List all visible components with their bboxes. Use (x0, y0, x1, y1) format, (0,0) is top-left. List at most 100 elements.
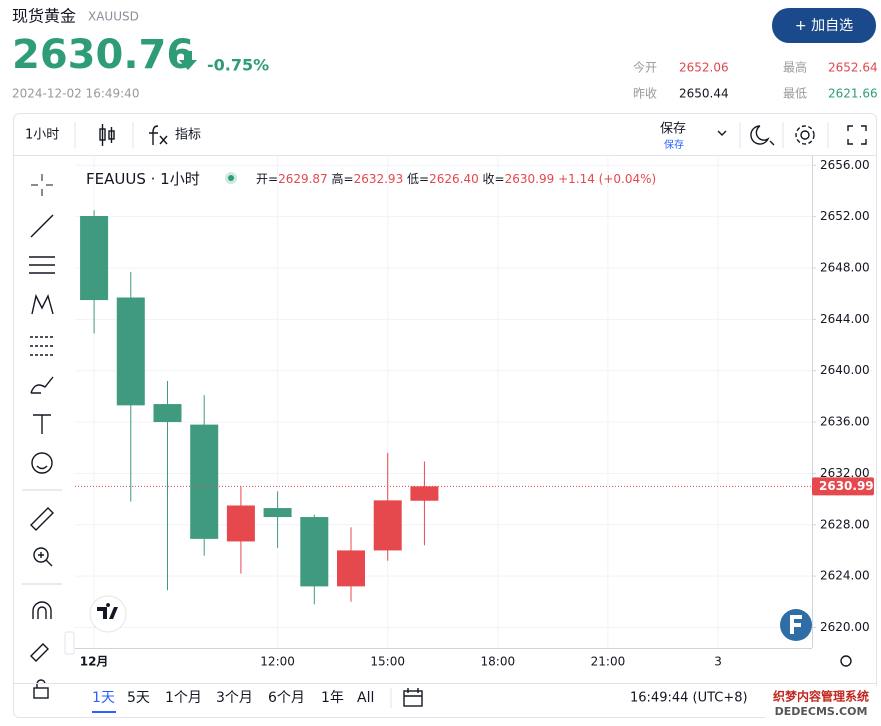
range-button[interactable]: 5天 (127, 690, 150, 706)
magnet-tool[interactable] (32, 601, 52, 619)
indicator-icon[interactable] (149, 125, 168, 145)
range-button[interactable]: 6个月 (268, 690, 305, 706)
chart-type-button[interactable] (99, 124, 115, 146)
tv-logo[interactable] (89, 595, 127, 633)
interval-button[interactable]: 1小时 (25, 128, 59, 143)
candle-body (373, 500, 402, 551)
range-bar: 1天 5天 1个月 3个月 6个月 1年 All (92, 690, 374, 713)
stat-value: 2650.44 (679, 87, 729, 101)
stat-label: 最低 (783, 87, 807, 101)
crosshair-tool[interactable] (31, 174, 53, 196)
legend-value: 2626.40 (429, 172, 479, 186)
clock: 16:49:44 (UTC+8) (630, 691, 748, 706)
watchlist-button-label[interactable]: + 加自选 (795, 18, 853, 34)
grid (75, 155, 812, 648)
legend-change: +1.14 (+0.04%) (558, 172, 656, 186)
text-tool[interactable] (33, 414, 51, 434)
y-tick-label: 2644.00 (820, 312, 870, 326)
drawing-toolbar (22, 174, 62, 699)
settings-gear (795, 125, 815, 145)
x-tick-label: 12月 (80, 655, 109, 669)
zoom-plus (38, 552, 53, 567)
candle-body (80, 215, 109, 301)
stat-value: 2621.66 (828, 87, 878, 101)
y-tick-label: 2620.00 (820, 620, 870, 634)
last-price-label: 2630.99 (819, 479, 874, 493)
candle-body (337, 550, 366, 587)
y-tick-label: 2632.00 (820, 466, 870, 480)
candle-body (226, 505, 255, 542)
symbol: XAUUSD (88, 10, 139, 24)
range-button[interactable]: 3个月 (216, 690, 253, 706)
emoji-tool[interactable] (31, 452, 53, 474)
watermark-bg (765, 686, 877, 718)
candle-body (410, 486, 439, 501)
fullscreen-button[interactable] (847, 125, 867, 145)
plot (75, 210, 812, 605)
stat-label: 昨收 (633, 87, 657, 101)
candle-body (116, 297, 145, 406)
alert-button[interactable] (750, 125, 775, 146)
f-badge[interactable] (780, 609, 812, 641)
emoji-smile (36, 465, 48, 470)
indicators-button[interactable]: 指标 (175, 128, 201, 143)
last-price-tag (812, 477, 874, 496)
axis-settings[interactable] (840, 655, 852, 667)
candle-body (153, 404, 182, 423)
ohlc-legend: 开=2629.87 高=2632.93 低=2626.40 收=2630.99 … (256, 171, 656, 186)
y-tick-label: 2656.00 (820, 158, 870, 172)
x-tick-label: 3 (714, 655, 722, 669)
ruler-tool[interactable] (30, 507, 54, 531)
projection-tool[interactable] (30, 336, 54, 356)
range-button[interactable]: 1天 (92, 690, 115, 706)
price: 2630.76 (12, 32, 194, 78)
candle-body (300, 517, 329, 587)
zoom-tool[interactable] (33, 547, 49, 563)
legend-value: 2632.93 (354, 172, 404, 186)
candle-body (190, 424, 219, 539)
save-status: 保存 (664, 138, 684, 151)
candle-body (263, 508, 292, 518)
instrument-name: 现货黄金 (12, 7, 76, 26)
save-menu[interactable] (717, 130, 727, 136)
save-button[interactable]: 保存 (660, 122, 686, 137)
legend-label: 低= (407, 172, 429, 186)
range-button[interactable]: 1个月 (165, 690, 202, 706)
stat-label: 最高 (783, 60, 807, 75)
stat-value: 2652.06 (679, 61, 729, 75)
settings-button[interactable] (800, 130, 810, 140)
stat-label: 今开 (633, 60, 657, 75)
y-tick-label: 2652.00 (820, 209, 870, 223)
legend-label: 高= (332, 171, 354, 186)
y-tick-label: 2624.00 (820, 569, 870, 583)
down-arrow (179, 51, 197, 70)
chart-title: FEAUUS · 1小时 (86, 170, 200, 188)
date-range-button[interactable] (403, 688, 423, 707)
chart-legend: FEAUUS · 1小时 (86, 170, 200, 188)
fib-tool[interactable] (29, 256, 55, 274)
y-tick-label: 2648.00 (820, 260, 870, 274)
brush-tool[interactable] (30, 376, 54, 394)
toolbar-collapse[interactable] (64, 631, 75, 655)
y-tick-label: 2636.00 (820, 415, 870, 429)
range-button[interactable]: 1年 (321, 690, 344, 706)
y-tick-label: 2640.00 (820, 363, 870, 377)
pattern-tool[interactable] (31, 293, 54, 315)
change: -0.75% (207, 56, 269, 75)
line-tool[interactable] (30, 214, 54, 238)
chart-frame (13, 113, 877, 718)
legend-label: 收= (483, 172, 505, 186)
legend-label: 开= (256, 172, 278, 186)
stay-drawing-tool[interactable] (30, 643, 49, 662)
range-button[interactable]: All (357, 690, 374, 706)
x-tick-label: 15:00 (370, 655, 405, 669)
datetime: 2024-12-02 16:49:40 (12, 87, 139, 101)
lock-tool[interactable] (33, 687, 49, 699)
legend-value: 2629.87 (278, 172, 328, 186)
status-dot (228, 175, 234, 181)
watchlist-button[interactable] (772, 8, 876, 43)
axes: 2620.00 2624.00 2628.00 2632.00 2636.00 2640.… (75, 155, 874, 669)
legend-value: 2630.99 (505, 172, 555, 186)
